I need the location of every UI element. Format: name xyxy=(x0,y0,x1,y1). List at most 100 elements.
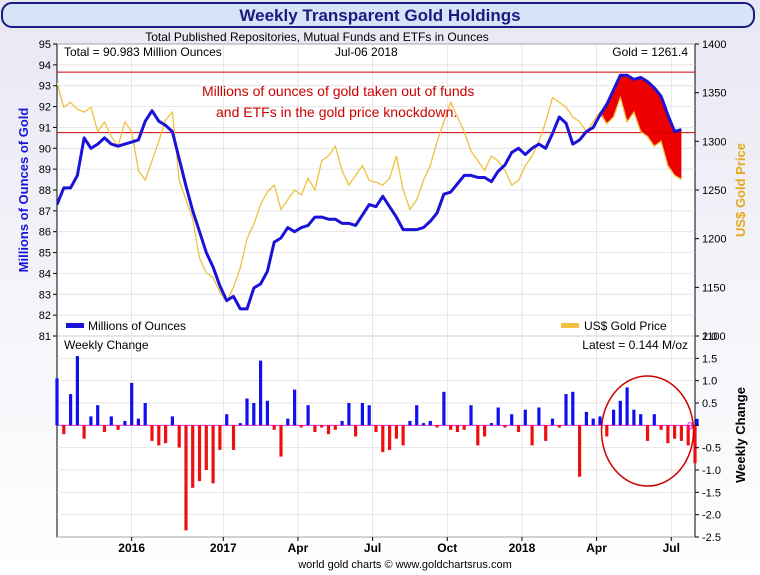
holdings-series xyxy=(57,73,682,311)
weekly-change-bar xyxy=(652,414,656,426)
weekly-change-bar xyxy=(612,409,616,426)
weekly-change-bar xyxy=(170,416,174,426)
weekly-change-bar xyxy=(211,425,215,484)
weekly-change-bar xyxy=(347,403,351,426)
holdings-line xyxy=(57,73,682,311)
weekly-change-bar xyxy=(544,425,548,441)
left-tick-label: 90 xyxy=(39,143,51,155)
weekly-change-bar xyxy=(89,416,93,426)
legend-gold-label: US$ Gold Price xyxy=(584,319,667,333)
left-axis-ticks: 81 82 83 84 85 86 87 88 89 90 91 92 93 94 95 xyxy=(39,39,57,343)
weekly-change-bar xyxy=(632,409,636,426)
weekly-change-bar xyxy=(360,403,364,426)
weekly-change-bar xyxy=(272,425,276,430)
weekly-change-bar xyxy=(408,420,412,426)
weekly-change-bar xyxy=(123,420,127,426)
weekly-change-bar xyxy=(62,425,66,435)
weekly-change-bar xyxy=(75,356,79,426)
weekly-change-bar xyxy=(286,418,290,426)
weekly-change-bar xyxy=(693,425,697,464)
weekly-change-bar xyxy=(537,407,541,426)
weekly-change-bar xyxy=(354,425,358,437)
bottom-right-tick-label: 2.0 xyxy=(702,331,717,343)
weekly-change-bar xyxy=(116,425,120,430)
right-tick-label: 1100 xyxy=(702,331,726,343)
left-tick-label: 87 xyxy=(39,206,51,218)
weekly-change-bar xyxy=(503,425,507,428)
weekly-change-bar xyxy=(245,398,249,426)
weekly-change-bar xyxy=(516,425,521,432)
title-box xyxy=(1,2,755,28)
weekly-change-bar xyxy=(428,420,432,426)
weekly-change-bar xyxy=(299,425,303,428)
left-tick-label: 91 xyxy=(39,122,51,134)
weekly-change-bar xyxy=(510,414,514,426)
weekly-change-bar xyxy=(150,425,154,441)
chart-subtitle: Total Published Repositories, Mutual Fun… xyxy=(145,30,489,44)
right-tick-label: 1200 xyxy=(702,234,726,246)
x-tick-label: 2017 xyxy=(210,541,237,555)
weekly-change-bar xyxy=(109,416,113,426)
bottom-right-tick-label: -1.5 xyxy=(702,487,721,499)
weekly-change-bar xyxy=(462,425,466,430)
weekly-change-bar xyxy=(394,425,398,439)
weekly-change-bar xyxy=(469,405,473,426)
weekly-change-bar xyxy=(557,425,561,428)
weekly-change-bar xyxy=(550,418,555,426)
left-tick-label: 93 xyxy=(39,81,51,93)
legend-gold-swatch xyxy=(561,323,579,328)
date-label: Jul-06 2018 xyxy=(335,45,398,59)
right-tick-label: 1250 xyxy=(702,185,726,197)
left-tick-label: 88 xyxy=(39,185,51,197)
left-tick-label: 92 xyxy=(39,102,51,114)
right-tick-label: 1400 xyxy=(702,39,726,51)
weekly-change-bar xyxy=(136,418,140,426)
weekly-change-bar xyxy=(197,425,202,482)
weekly-change-bar xyxy=(442,391,446,426)
reference-lines xyxy=(57,71,695,134)
weekly-change-bar xyxy=(625,387,629,426)
x-axis-ticks: 2016 2017 Apr Jul Oct 2018 Apr Jul xyxy=(118,537,680,555)
weekly-change-bar xyxy=(374,425,378,432)
left-tick-label: 81 xyxy=(39,331,51,343)
total-label: Total = 90.983 Million Ounces xyxy=(64,45,222,59)
left-tick-label: 89 xyxy=(39,164,51,176)
bottom-right-tick-label: 1.5 xyxy=(702,353,717,365)
weekly-change-bar xyxy=(388,425,392,450)
left-tick-label: 86 xyxy=(39,227,51,239)
outflow-circle-annotation xyxy=(600,375,695,487)
bottom-right-tick-label: -2.0 xyxy=(702,510,721,522)
left-tick-label: 95 xyxy=(39,39,51,51)
weekly-change-bar xyxy=(313,425,317,432)
bottom-right-tick-label: -2.5 xyxy=(702,532,721,544)
top-gridlines xyxy=(57,43,695,537)
bottom-right-tick-label: -1.0 xyxy=(702,465,721,477)
gold-price-line xyxy=(57,82,682,304)
weekly-change-bar xyxy=(381,425,385,453)
annotation-line-1: Millions of ounces of gold taken out of … xyxy=(202,83,474,99)
weekly-change-bar xyxy=(218,425,222,450)
weekly-change-bar xyxy=(225,414,229,426)
x-tick-label: 2018 xyxy=(509,541,536,555)
weekly-change-bar xyxy=(340,420,344,426)
weekly-change-bar xyxy=(252,403,256,426)
left-tick-label: 85 xyxy=(39,248,51,260)
left-tick-label: 83 xyxy=(39,289,51,301)
x-tick-label: Apr xyxy=(586,541,607,555)
bottom-gridlines xyxy=(57,335,695,538)
weekly-change-bar xyxy=(673,425,677,439)
weekly-change-bar xyxy=(231,425,236,450)
weekly-change-bar xyxy=(421,423,426,426)
right-axis-title: US$ Gold Price xyxy=(733,143,748,237)
bottom-right-tick-label: 0.5 xyxy=(702,398,717,410)
right-axis-ticks: 1100 1150 1200 1250 1300 1350 1400 xyxy=(695,39,726,343)
legend-holdings-swatch xyxy=(66,323,84,328)
left-axis-title: Millions of Ounces of Gold xyxy=(16,108,31,273)
weekly-change-bar xyxy=(455,425,459,432)
right-tick-label: 1150 xyxy=(702,282,726,294)
outflow-fill-area xyxy=(600,75,682,180)
chart-title: Weekly Transparent Gold Holdings xyxy=(239,6,520,25)
weekly-change-panel-title: Weekly Change xyxy=(64,338,149,352)
right-tick-label: 1300 xyxy=(702,136,726,148)
